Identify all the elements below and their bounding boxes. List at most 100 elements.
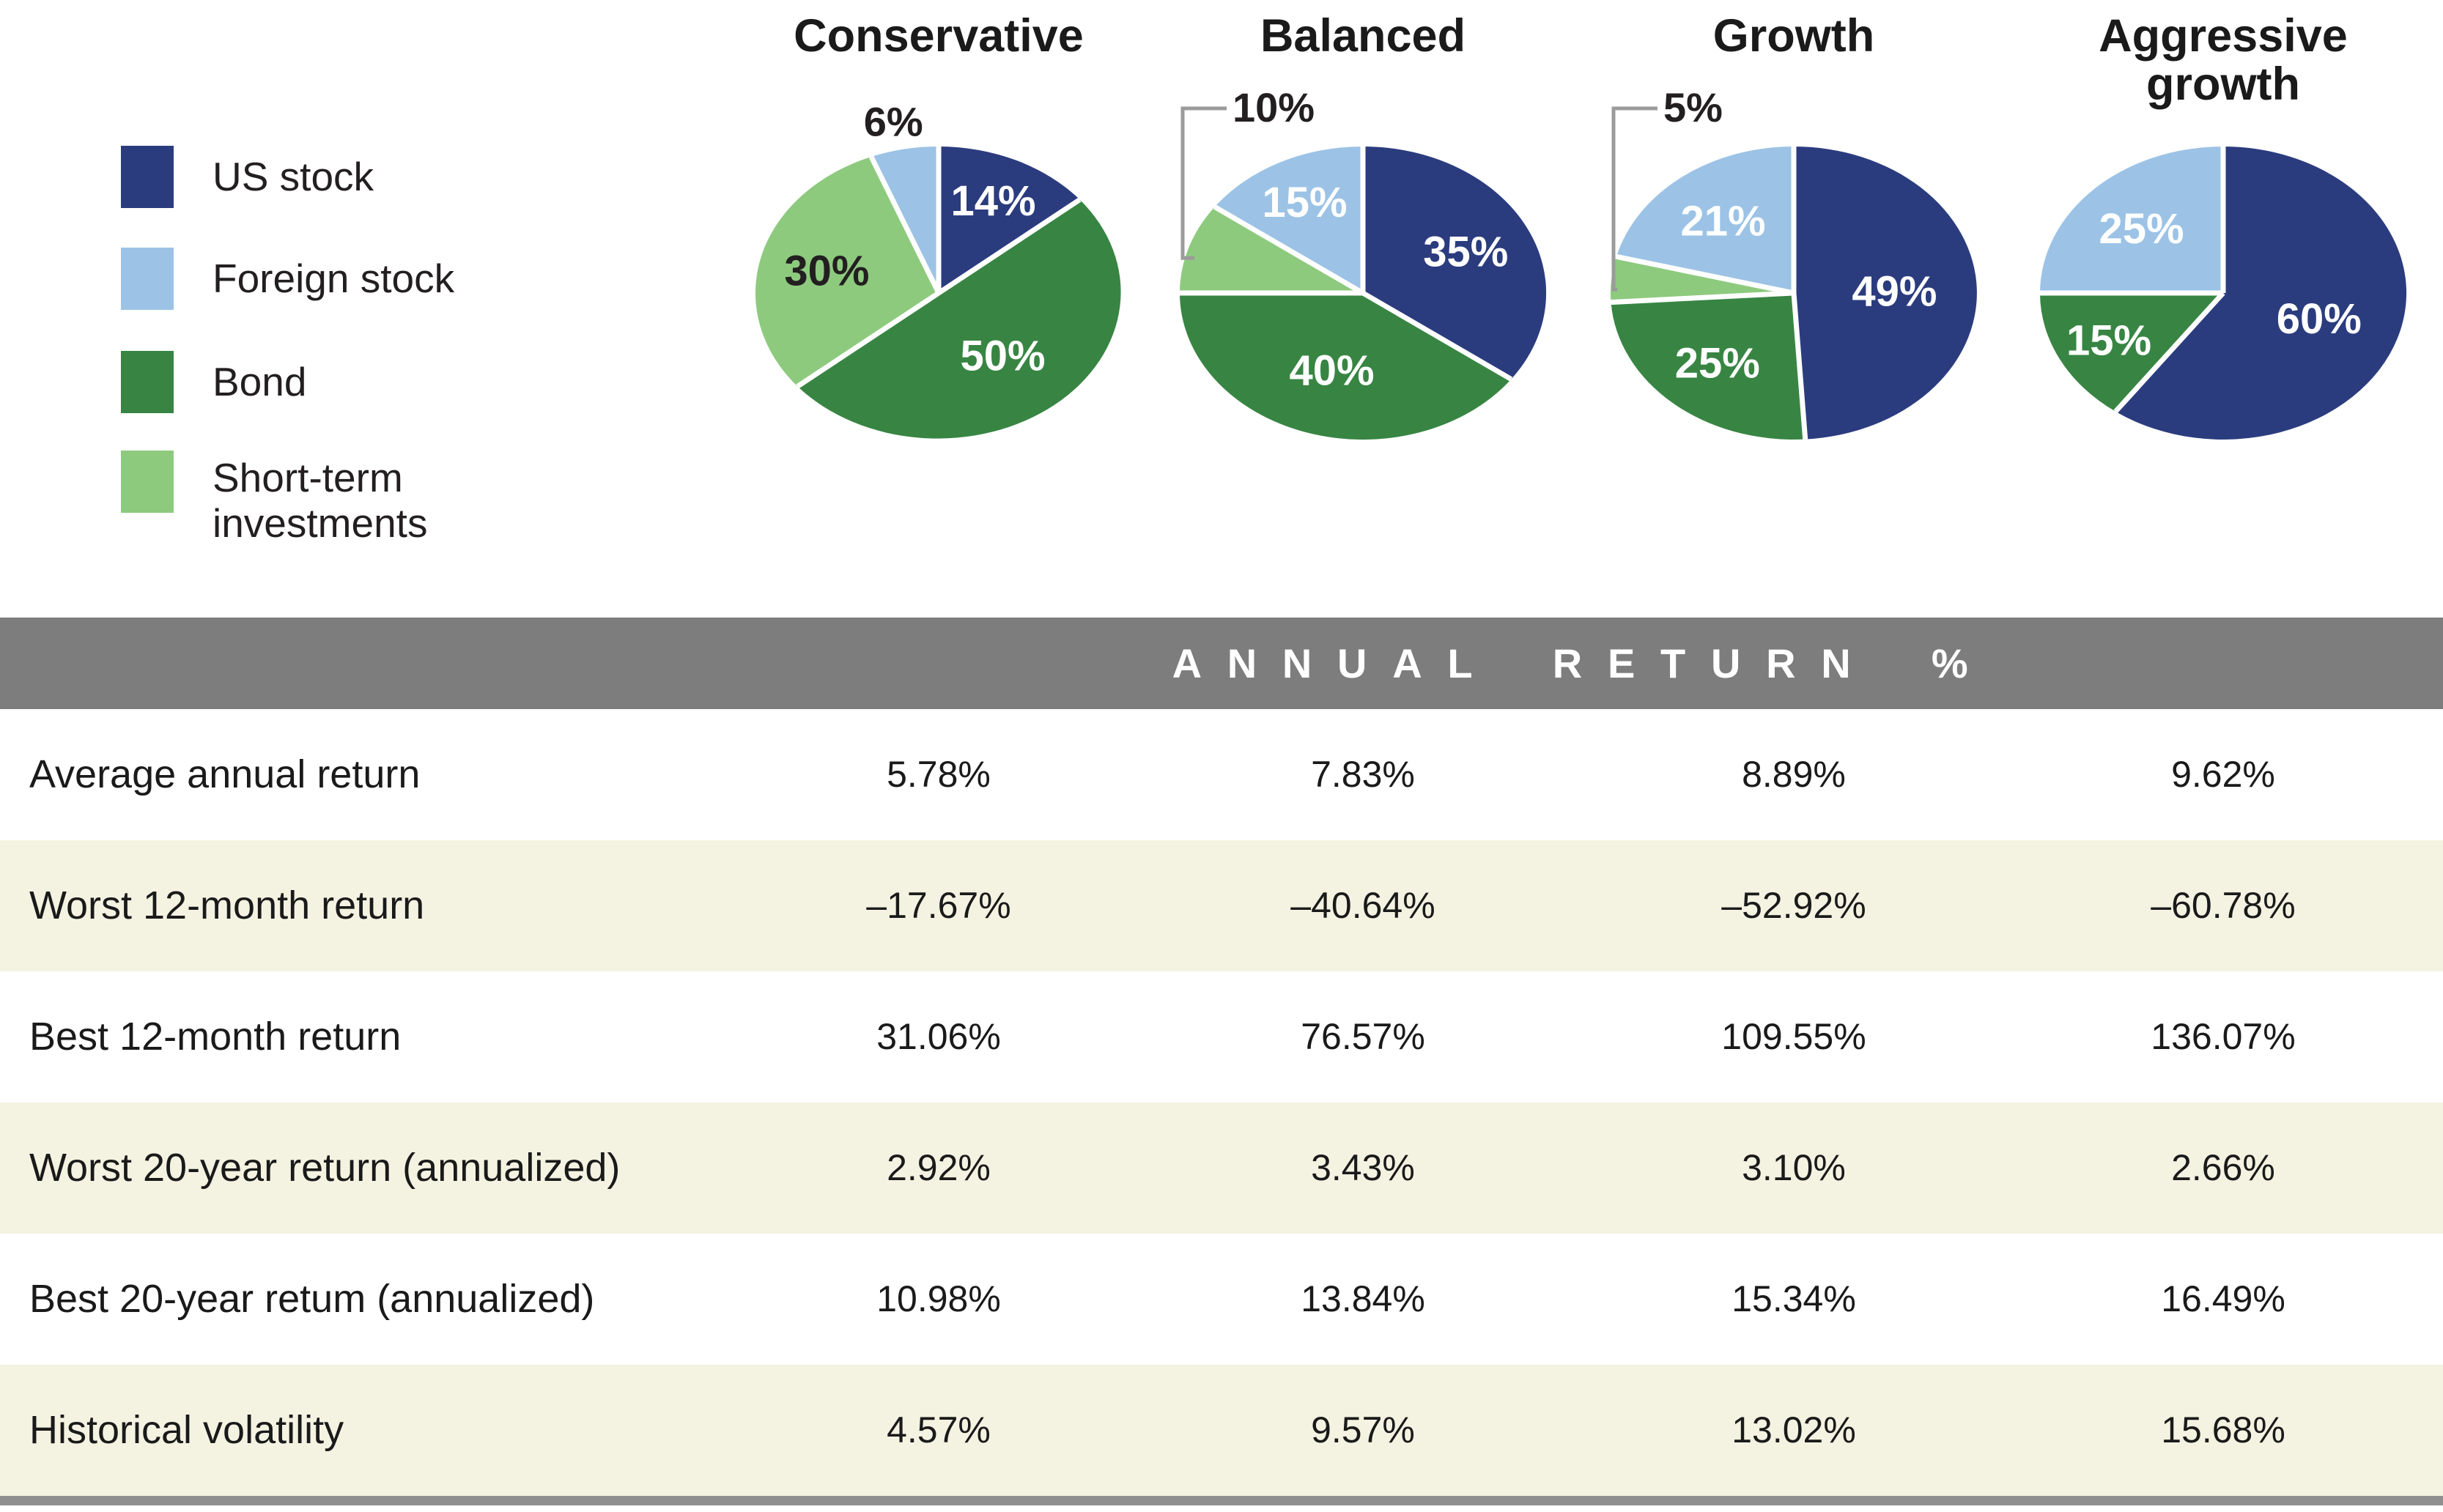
- pie-charts: Conservative 14% 50% 30% 6% Balanced 35% 40% 10%…: [0, 0, 2443, 586]
- pie-title-balanced: Balanced: [1260, 10, 1466, 62]
- cell-conservative-average-annual-return: 5.78%: [887, 754, 991, 795]
- pie-block-aggressive-growth: Aggressive growth 60% 15% 25%: [2033, 0, 2414, 498]
- table-row-worst-20-year-return-annualized: Worst 20-year return (annualized) 2.92% 3.…: [0, 1102, 2443, 1234]
- slice-value-label-short-term-investments: 30%: [784, 248, 869, 295]
- pie-title-growth: Growth: [1712, 10, 1875, 62]
- annual-return-header-band: ANNUAL RETURN %: [0, 618, 2443, 709]
- legend-label: Foreign stock: [212, 256, 455, 301]
- cell-growth-worst-20-year-return-annualized: 3.10%: [1742, 1147, 1846, 1188]
- callout-bracket: [1611, 106, 1657, 292]
- cell-growth-average-annual-return: 8.89%: [1742, 754, 1846, 795]
- pie-slice-us-stock: [1363, 146, 1547, 379]
- cell-conservative-best-20-year-retum-annualized: 10.98%: [876, 1278, 1001, 1319]
- slice-divider: [1791, 292, 1808, 440]
- pie-slice-short-term-investments: [755, 157, 939, 387]
- table-row-best-20-year-retum-annualized: Best 20-year retum (annualized) 10.98% 13.…: [0, 1234, 2443, 1365]
- pie-chart-conservative: 14% 50% 30% 6%: [755, 99, 1121, 439]
- cell-conservative-best-12-month-return: 31.06%: [876, 1016, 1001, 1057]
- cell-aggressive-growth-worst-20-year-return-annualized: 2.66%: [2171, 1147, 2275, 1188]
- cell-balanced-best-20-year-retum-annualized: 13.84%: [1301, 1278, 1425, 1319]
- legend-label: Short-term investments: [212, 455, 428, 546]
- cell-balanced-worst-12-month-return: –40.64%: [1290, 885, 1435, 926]
- cell-balanced-best-12-month-return: 76.57%: [1301, 1016, 1425, 1057]
- slice-value-label-bond: 25%: [1675, 339, 1760, 387]
- slice-value-label-us-stock: 60%: [2277, 295, 2362, 343]
- row-label: Best 20-year retum (annualized): [29, 1277, 595, 1321]
- pie-slice-bond: [1611, 293, 1806, 440]
- cell-growth-best-12-month-return: 109.55%: [1721, 1016, 1866, 1057]
- pie-slice-foreign-stock: [1616, 147, 1794, 293]
- slice-divider: [1611, 290, 1795, 305]
- cell-conservative-historical-volatility: 4.57%: [887, 1409, 991, 1450]
- cell-aggressive-growth-historical-volatility: 15.68%: [2161, 1409, 2285, 1450]
- table-row-historical-volatility: Historical volatility 4.57% 9.57% 13.02% 15.…: [0, 1365, 2443, 1496]
- table-row-average-annual-return: Average annual return 5.78% 7.83% 8.89% 9.62…: [0, 709, 2443, 840]
- row-label: Historical volatility: [29, 1408, 344, 1452]
- pie-slice-bond: [2040, 293, 2223, 412]
- legend-swatch-us-stock: [121, 146, 174, 208]
- pie-slice-foreign-stock: [1214, 146, 1363, 293]
- slice-value-label-bond: 40%: [1289, 346, 1374, 394]
- pie-slice-us-stock: [939, 147, 1080, 293]
- slice-divider: [2113, 291, 2225, 414]
- slice-divider: [1213, 204, 1364, 296]
- row-label: Worst 12-month return: [29, 883, 425, 927]
- slice-value-label-us-stock: 35%: [1423, 229, 1508, 276]
- slice-value-label-bond: 15%: [2066, 316, 2151, 364]
- cell-conservative-worst-12-month-return: –17.67%: [866, 885, 1011, 926]
- pie-slice-foreign-stock: [2040, 147, 2223, 293]
- table-bottom-rule: [0, 1496, 2443, 1505]
- slice-value-label-foreign-stock: 15%: [1263, 179, 1348, 226]
- cell-conservative-worst-20-year-return-annualized: 2.92%: [887, 1147, 991, 1188]
- pie-block-balanced: Balanced 35% 40% 10% 15%: [1172, 0, 1553, 498]
- cell-growth-historical-volatility: 13.02%: [1731, 1409, 1856, 1450]
- cell-aggressive-growth-best-12-month-return: 136.07%: [2151, 1016, 2296, 1057]
- row-label: Best 12-month return: [29, 1015, 402, 1059]
- pie-block-conservative: Conservative 14% 50% 30% 6%: [748, 0, 1129, 498]
- callout-bracket: [1180, 106, 1227, 260]
- slice-divider: [796, 291, 940, 389]
- slice-value-label-bond: 50%: [961, 333, 1046, 380]
- cell-balanced-worst-20-year-return-annualized: 3.43%: [1311, 1147, 1415, 1188]
- legend-label: US stock: [212, 154, 374, 199]
- pie-slice-bond: [1180, 293, 1512, 440]
- cell-growth-worst-12-month-return: –52.92%: [1721, 885, 1866, 926]
- slice-divider: [868, 155, 942, 294]
- pie-slice-bond: [797, 199, 1121, 439]
- table-row-best-12-month-return: Best 12-month return 31.06% 76.57% 109.55% 1…: [0, 971, 2443, 1102]
- pie-slice-short-term-investments: [1180, 207, 1363, 293]
- pie-block-growth: Growth 49% 25% 5% 21%: [1603, 0, 1984, 498]
- pie-slice-short-term-investments: [1611, 256, 1794, 303]
- cell-balanced-average-annual-return: 7.83%: [1311, 754, 1415, 795]
- cell-balanced-historical-volatility: 9.57%: [1311, 1409, 1415, 1450]
- legend-swatch-foreign-stock: [121, 248, 174, 310]
- slice-value-label-us-stock: 14%: [950, 177, 1035, 225]
- slice-value-label-foreign-stock: 25%: [2099, 205, 2184, 253]
- cell-aggressive-growth-best-20-year-retum-annualized: 16.49%: [2161, 1278, 2285, 1319]
- slice-callout-label-short-term-investments: 10%: [1232, 84, 1315, 130]
- row-label: Worst 20-year return (annualized): [29, 1146, 621, 1190]
- slice-value-label-us-stock: 49%: [1852, 267, 1937, 315]
- pie-title-conservative: Conservative: [794, 10, 1084, 62]
- pie-title-aggressive-growth: Aggressive growth: [2099, 10, 2348, 110]
- pie-chart-balanced: 35% 40% 10% 15%: [1180, 84, 1547, 440]
- table-row-worst-12-month-return: Worst 12-month return –17.67% –40.64% –52.9…: [0, 840, 2443, 971]
- pie-chart-growth: 49% 25% 5% 21%: [1611, 84, 1977, 440]
- legend-swatch-bond: [121, 351, 174, 413]
- cell-aggressive-growth-worst-12-month-return: –60.78%: [2151, 885, 2296, 926]
- slice-divider: [937, 197, 1082, 295]
- pie-slice-us-stock: [2115, 147, 2407, 440]
- legend-label: Bond: [212, 359, 307, 404]
- slice-outside-label-foreign-stock: 6%: [864, 99, 923, 145]
- pie-slice-us-stock: [1794, 147, 1977, 440]
- cell-growth-best-20-year-retum-annualized: 15.34%: [1731, 1278, 1856, 1319]
- cell-aggressive-growth-average-annual-return: 9.62%: [2171, 754, 2275, 795]
- slice-divider: [1616, 253, 1795, 296]
- annual-return-header-label: ANNUAL RETURN %: [1172, 640, 1994, 686]
- legend-swatch-short-term-investments: [121, 451, 174, 513]
- slice-value-label-foreign-stock: 21%: [1680, 197, 1765, 245]
- pie-chart-aggressive-growth: 60% 15% 25%: [2040, 147, 2407, 440]
- slice-callout-label-short-term-investments: 5%: [1663, 84, 1723, 130]
- slice-divider: [1361, 290, 1513, 382]
